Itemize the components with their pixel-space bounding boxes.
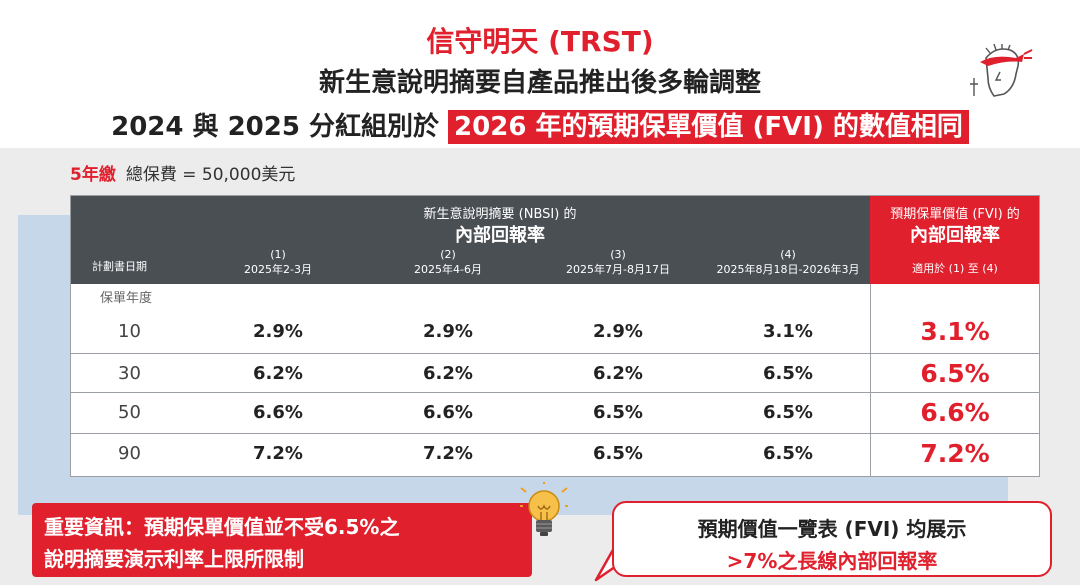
irr-cell: 2.9% (593, 321, 643, 342)
policy-year: 30 (118, 363, 141, 384)
fvi-cell: 6.5% (920, 359, 990, 388)
callout-line-1: 預期價值一覽表 (FVI) 均展示 (697, 517, 967, 541)
column-period: 2025年4-6月 (414, 263, 482, 276)
fvi-column-divider (870, 284, 1040, 477)
irr-cell: 2.9% (423, 321, 473, 342)
column-number: (4) (780, 248, 796, 261)
irr-cell: 6.5% (763, 363, 813, 384)
policy-year-label: 保單年度 (100, 291, 153, 306)
irr-cell: 6.2% (423, 363, 473, 384)
callout-line-2: >7%之長線內部回報率 (726, 549, 938, 573)
irr-cell: 7.2% (253, 443, 303, 464)
subtitle: 新生意說明摘要自產品推出後多輪調整 (318, 68, 761, 98)
fvi-cell: 3.1% (920, 317, 990, 346)
nbsi-header: 新生意說明摘要 (NBSI) 的 內部回報率 計劃書日期 (1) 2025年2-3… (70, 195, 870, 284)
notice-line-2: 說明摘要演示利率上限所限制 (44, 547, 304, 571)
fvi-note: 適用於 (1) 至 (4) (912, 262, 998, 275)
fvi-cell: 7.2% (920, 439, 990, 468)
irr-cell: 6.6% (423, 402, 473, 423)
irr-cell: 6.5% (593, 402, 643, 423)
warrior-logo-icon (970, 44, 1033, 97)
column-number: (3) (610, 248, 626, 261)
column-header-2: (2) 2025年4-6月 (368, 247, 528, 277)
column-header-3: (3) 2025年7月-8月17日 (538, 247, 698, 277)
total-premium: 總保費 = 50,000美元 (125, 165, 296, 185)
product-title: 信守明天 (TRST) (426, 25, 654, 58)
headline: 2024 與 2025 分紅組別於 2026 年的預期保單價值 (FVI) 的數… (0, 106, 1080, 144)
irr-cell: 6.2% (593, 363, 643, 384)
policy-year: 50 (118, 402, 141, 423)
payment-term: 5年繳 (70, 165, 116, 185)
irr-cell: 6.6% (253, 402, 303, 423)
column-header-1: (1) 2025年2-3月 (198, 247, 358, 277)
lightbulb-icon (520, 482, 568, 536)
irr-cell: 6.2% (253, 363, 303, 384)
column-header-4: (4) 2025年8月18日-2026年3月 (698, 247, 878, 277)
table-row: 50 6.6% 6.6% 6.5% 6.5% 6.6% (70, 392, 1040, 433)
important-notice: 重要資訊：預期保單價值並不受6.5%之 說明摘要演示利率上限所限制 (32, 503, 532, 577)
irr-cell: 6.5% (763, 402, 813, 423)
column-period: 2025年8月18日-2026年3月 (716, 263, 860, 276)
fvi-cell: 6.6% (920, 398, 990, 427)
fvi-title: 內部回報率 (910, 225, 1000, 246)
nbsi-subtitle: 新生意說明摘要 (NBSI) 的 (423, 207, 577, 222)
column-period: 2025年7月-8月17日 (566, 263, 670, 276)
irr-cell: 2.9% (253, 321, 303, 342)
column-period: 2025年2-3月 (244, 263, 312, 276)
notice-line-1: 重要資訊：預期保單價值並不受6.5%之 (44, 515, 400, 539)
fvi-callout: 預期價值一覽表 (FVI) 均展示 >7%之長線內部回報率 (612, 501, 1052, 577)
table-row: 10 2.9% 2.9% 2.9% 3.1% 3.1% (70, 312, 1040, 352)
fvi-subtitle: 預期保單價值 (FVI) 的 (890, 207, 1020, 222)
column-number: (2) (440, 248, 456, 261)
irr-cell: 7.2% (423, 443, 473, 464)
column-number: (1) (270, 248, 286, 261)
irr-cell: 3.1% (763, 321, 813, 342)
plan-summary: 5年繳 總保費 = 50,000美元 (70, 160, 295, 185)
irr-cell: 6.5% (593, 443, 643, 464)
irr-table: 新生意說明摘要 (NBSI) 的 內部回報率 計劃書日期 (1) 2025年2-3… (70, 195, 1040, 477)
table-row: 30 6.2% 6.2% 6.2% 6.5% 6.5% (70, 353, 1040, 394)
fvi-header: 預期保單價值 (FVI) 的 內部回報率 適用於 (1) 至 (4) (870, 195, 1040, 284)
headline-highlight: 2026 年的預期保單價值 (FVI) 的數值相同 (448, 110, 969, 144)
policy-year: 10 (118, 321, 141, 342)
irr-cell: 6.5% (763, 443, 813, 464)
headline-prefix: 2024 與 2025 分紅組別於 (111, 112, 449, 142)
nbsi-title: 內部回報率 (455, 225, 545, 246)
plan-date-header: 計劃書日期 (92, 260, 147, 273)
policy-year: 90 (118, 443, 141, 464)
table-row: 90 7.2% 7.2% 6.5% 6.5% 7.2% (70, 433, 1040, 474)
